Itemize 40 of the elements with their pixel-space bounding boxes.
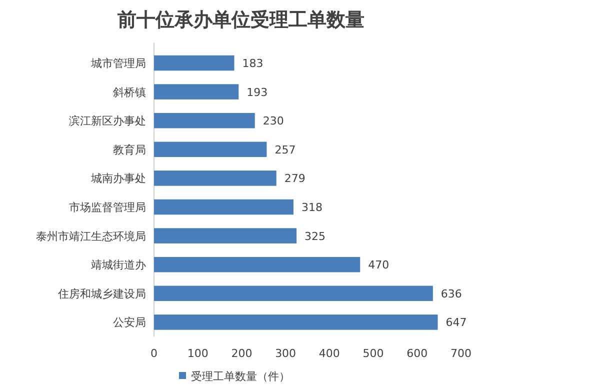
- data-label: 279: [284, 172, 306, 186]
- bar: [154, 112, 255, 128]
- x-tick-label: 700: [450, 347, 472, 360]
- y-tick-label: 靖城街道办: [91, 258, 146, 272]
- y-tick-label: 滨江新区办事处: [69, 114, 146, 128]
- bar: [154, 170, 276, 186]
- bar: [154, 142, 267, 158]
- x-tick-label: 500: [362, 347, 384, 360]
- data-label: 257: [274, 143, 296, 156]
- y-tick-label: 公安局: [113, 316, 146, 330]
- legend-label: 受理工单数量（件）: [191, 370, 290, 383]
- bar: [154, 84, 239, 100]
- bar: [154, 314, 438, 330]
- data-label: 318: [301, 201, 322, 214]
- y-tick-label: 教育局: [113, 143, 146, 156]
- y-tick-label: 城市管理局: [90, 57, 146, 70]
- bar: [154, 228, 297, 244]
- bar: [154, 256, 360, 272]
- y-tick-label: 住房和城乡建设局: [58, 287, 146, 300]
- data-label: 325: [304, 230, 326, 243]
- x-tick-label: 100: [187, 347, 208, 360]
- data-label: 636: [440, 287, 462, 300]
- bar: [154, 286, 433, 302]
- data-label: 183: [242, 57, 264, 70]
- bar: [154, 199, 294, 215]
- x-tick-label: 400: [318, 347, 340, 360]
- x-tick-label: 300: [275, 347, 296, 360]
- data-label: 647: [446, 316, 467, 330]
- data-label: 470: [368, 258, 390, 272]
- x-tick-label: 0: [150, 347, 158, 360]
- y-tick-label: 泰州市靖江生态环境局: [36, 230, 146, 243]
- data-label: 193: [246, 86, 268, 99]
- y-tick-label: 斜桥镇: [113, 86, 146, 99]
- y-tick-label: 市场监督管理局: [69, 201, 146, 214]
- bar: [154, 55, 234, 71]
- y-tick-label: 城南办事处: [90, 172, 146, 186]
- x-tick-label: 600: [406, 347, 428, 360]
- x-tick-label: 200: [231, 347, 252, 360]
- chart-title: 前十位承办单位受理工单数量: [116, 9, 364, 31]
- data-label: 230: [262, 114, 284, 128]
